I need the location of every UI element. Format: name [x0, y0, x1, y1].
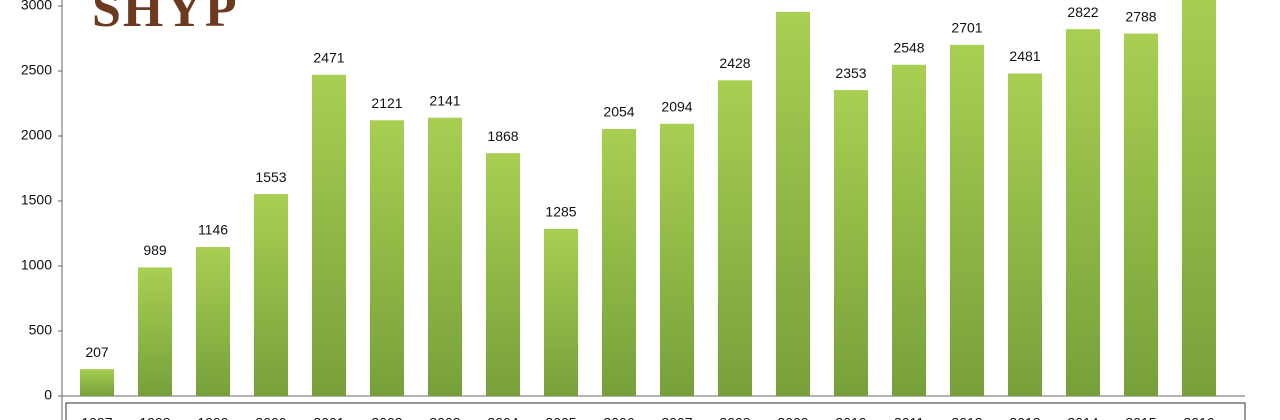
bar: [892, 64, 926, 396]
bar: [370, 120, 404, 397]
x-tick-label: 2014: [1067, 415, 1098, 420]
x-tick-label: 2009: [777, 415, 808, 420]
data-label: 207: [85, 344, 109, 360]
x-tick-label: 2012: [951, 415, 982, 420]
category-table: [65, 402, 1246, 420]
bar: [138, 267, 172, 396]
x-tick-label: 2005: [545, 415, 576, 420]
bar: [834, 90, 868, 397]
data-label: 2141: [429, 92, 460, 108]
bar: [718, 80, 752, 397]
bar: [950, 44, 984, 397]
x-tick-label: 2006: [603, 415, 634, 420]
x-tick-label: 2000: [255, 415, 286, 420]
bar: [254, 194, 288, 396]
data-label: 2788: [1125, 8, 1156, 24]
bar: [602, 128, 636, 397]
y-tick-label: 1500: [21, 192, 52, 208]
x-tick-label: 2011: [894, 415, 924, 420]
data-label: 989: [143, 242, 167, 258]
bar: [1066, 29, 1100, 396]
x-tick-label: 2004: [487, 415, 518, 420]
x-tick-label: 2001: [313, 415, 344, 420]
data-label: 2121: [371, 95, 402, 111]
data-label: 2955: [777, 0, 808, 3]
data-label: 2548: [893, 39, 924, 55]
x-tick-label: 2016: [1183, 415, 1214, 420]
x-tick-label: 2013: [1009, 415, 1040, 420]
data-label: 2481: [1009, 48, 1040, 64]
y-tick-label: 3000: [21, 0, 52, 13]
data-label: 2094: [661, 98, 692, 114]
data-label: 1553: [255, 169, 286, 185]
data-label: 2471: [313, 49, 344, 65]
bar: [1008, 73, 1042, 396]
x-tick-label: 2010: [835, 415, 866, 420]
data-label: 2428: [719, 55, 750, 71]
x-tick-label: 1998: [139, 415, 170, 420]
y-tick-label: 500: [29, 322, 53, 338]
bar: [1182, 0, 1216, 396]
x-tick-label: 1999: [197, 415, 228, 420]
x-tick-label: 2002: [371, 415, 402, 420]
y-tick-label: 2500: [21, 62, 52, 78]
x-tick-label: 2008: [719, 415, 750, 420]
bar: [428, 117, 462, 397]
logo: SHYP: [92, 0, 239, 38]
data-label: 2054: [603, 104, 634, 120]
data-label: 2701: [951, 20, 982, 36]
data-label: 2353: [835, 65, 866, 81]
data-label: 1285: [545, 204, 576, 220]
bar: [486, 153, 520, 396]
data-label: 2822: [1067, 4, 1098, 20]
bar: [776, 11, 810, 396]
bar: [80, 369, 114, 396]
y-tick-label: 1000: [21, 257, 52, 273]
y-tick-label: 0: [44, 387, 52, 403]
x-tick-label: 2007: [661, 415, 692, 420]
y-tick-label: 2000: [21, 127, 52, 143]
bar: [312, 74, 346, 397]
bar: [1124, 33, 1158, 397]
x-tick-label: 2003: [429, 415, 460, 420]
bar: [544, 228, 578, 396]
data-label: 1868: [487, 128, 518, 144]
data-label: 1146: [198, 222, 228, 238]
bar: [660, 123, 694, 396]
x-tick-label: 2015: [1125, 415, 1156, 420]
x-tick-label: 1997: [81, 415, 112, 420]
bar: [196, 247, 230, 396]
